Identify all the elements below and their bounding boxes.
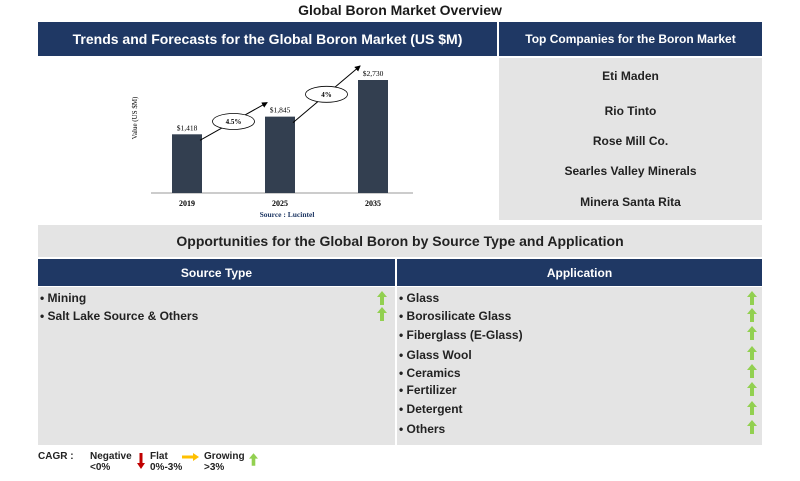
x-tick-label: 2025 xyxy=(272,199,288,208)
chart-ylabel: Value (US $M) xyxy=(131,96,139,139)
growing-arrow-icon xyxy=(377,307,387,321)
application-item-glass-wool: • Glass Wool xyxy=(399,348,472,362)
opportunities-header: Opportunities for the Global Boron by So… xyxy=(38,225,762,257)
legend-negative: Negative <0% xyxy=(90,451,132,473)
application-panel xyxy=(397,287,762,445)
companies-header-label: Top Companies for the Boron Market xyxy=(525,32,736,46)
legend-growing-range: >3% xyxy=(204,462,225,473)
bar-value-label: $2,730 xyxy=(363,69,384,78)
x-tick-label: 2019 xyxy=(179,199,195,208)
application-item-others: • Others xyxy=(399,422,446,436)
bar-2019 xyxy=(172,134,202,193)
growing-arrow-icon xyxy=(377,291,387,305)
cagr-bubble xyxy=(305,85,348,103)
growing-arrow-icon xyxy=(747,382,757,396)
growing-arrow-icon xyxy=(747,346,757,360)
legend-flat: Flat 0%-3% xyxy=(150,451,182,473)
application-item-fiberglass: • Fiberglass (E-Glass) xyxy=(399,328,523,342)
growing-arrow-icon xyxy=(747,326,757,340)
growing-arrow-icon xyxy=(747,364,757,378)
company-item: Rose Mill Co. xyxy=(592,134,669,148)
trends-header-label: Trends and Forecasts for the Global Boro… xyxy=(72,31,463,47)
cagr-label: 4% xyxy=(321,91,332,99)
trends-chart: Value (US $M) $1,418 2019 $1,845 2025 $2,730… xyxy=(131,65,413,219)
legend-growing: Growing >3% xyxy=(204,451,245,473)
application-item-detergent: • Detergent xyxy=(399,402,463,416)
legend-growing-label: Growing xyxy=(204,451,245,462)
x-tick-label: 2035 xyxy=(365,199,381,208)
application-item-borosilicate: • Borosilicate Glass xyxy=(399,309,512,323)
companies-header: Top Companies for the Boron Market xyxy=(499,22,762,56)
company-item: Minera Santa Rita xyxy=(580,195,681,209)
company-item: Searles Valley Minerals xyxy=(564,164,697,178)
flat-arrow-icon xyxy=(182,453,199,461)
legend-flat-label: Flat xyxy=(150,451,168,462)
companies-panel xyxy=(499,58,762,220)
page-title: Global Boron Market Overview xyxy=(298,2,502,18)
growing-arrow-icon xyxy=(747,401,757,415)
legend-negative-range: <0% xyxy=(90,462,111,473)
application-header: Application xyxy=(397,259,762,286)
bar-value-label: $1,418 xyxy=(177,123,198,132)
legend-flat-range: 0%-3% xyxy=(150,462,183,473)
application-item-ceramics: • Ceramics xyxy=(399,366,461,380)
legend-negative-label: Negative xyxy=(90,451,132,462)
cagr-bubble xyxy=(212,113,255,130)
growing-arrow-icon xyxy=(747,308,757,322)
application-header-label: Application xyxy=(546,265,613,280)
growing-arrow-icon xyxy=(249,453,258,466)
source-type-panel xyxy=(38,287,395,445)
company-item: Rio Tinto xyxy=(604,104,657,118)
source-type-header: Source Type xyxy=(38,259,395,286)
chart-source: Source : Lucintel xyxy=(260,210,315,219)
growing-arrow-icon xyxy=(747,291,757,305)
growing-arrow-icon xyxy=(747,420,757,434)
trends-header: Trends and Forecasts for the Global Boro… xyxy=(38,22,497,56)
source-type-header-label: Source Type xyxy=(180,265,253,280)
legend-cagr-label: CAGR : xyxy=(38,451,74,462)
source-item-salt-lake: • Salt Lake Source & Others xyxy=(40,309,199,323)
bar-2025 xyxy=(265,116,295,193)
cagr-label: 4.5% xyxy=(226,118,242,126)
bar-value-label: $1,845 xyxy=(270,106,291,115)
company-item: Eti Maden xyxy=(602,69,659,83)
negative-arrow-icon xyxy=(137,453,145,469)
bar-2035 xyxy=(358,80,388,193)
opportunities-header-label: Opportunities for the Global Boron by So… xyxy=(176,233,624,249)
application-item-fertilizer: • Fertilizer xyxy=(399,383,457,397)
application-item-glass: • Glass xyxy=(399,291,440,305)
source-item-mining: • Mining xyxy=(40,291,87,305)
